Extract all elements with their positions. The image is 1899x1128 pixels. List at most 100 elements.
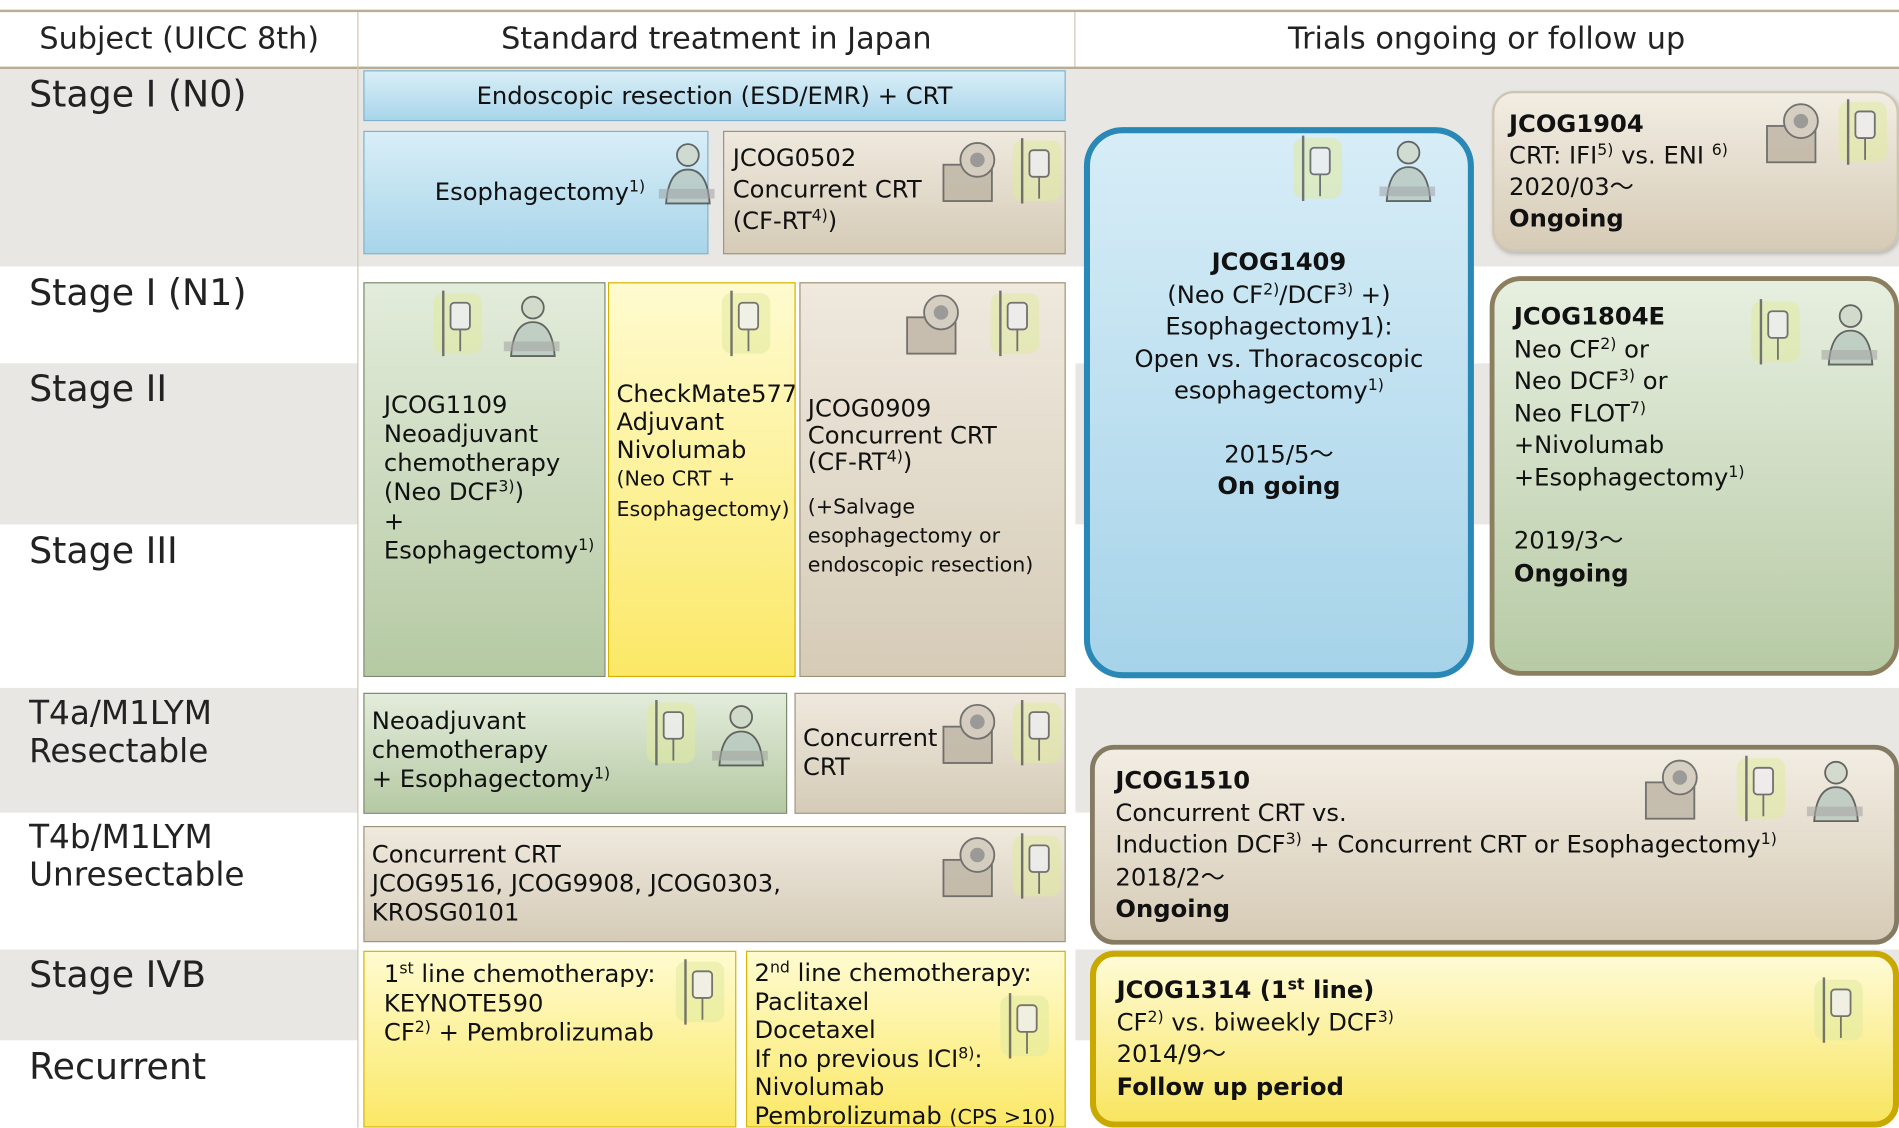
text-line: (+Salvage xyxy=(808,492,1065,521)
text: Esophagectomy xyxy=(383,535,579,565)
text: CheckMate577 xyxy=(616,379,796,409)
icon xyxy=(712,705,768,767)
text: 2014/9～ xyxy=(1116,1039,1227,1069)
text-line: Esophagectomy) xyxy=(616,494,794,524)
icon xyxy=(433,290,483,357)
text-line: 1st line chemotherapy: xyxy=(384,959,735,988)
treatment-box: JCOG0502 Concurrent CRT (CF-RT4)) xyxy=(723,130,1066,255)
paragraph: Esophagectomy1) xyxy=(435,177,707,207)
text: /DCF xyxy=(1279,279,1337,309)
stage-label: Stage I (N1) xyxy=(29,275,246,313)
text-line: Neo CF2) or xyxy=(1514,332,1894,364)
paragraph: JCOG1904 CRT: IFI5) vs. ENI 6) 2020/03～ Ong… xyxy=(1509,108,1897,234)
text: JCOG0909 xyxy=(807,393,932,423)
bold-text: JCOG1510 xyxy=(1115,765,1251,795)
text-line: JCOG1904 xyxy=(1509,108,1897,139)
text-line: endoscopic resection) xyxy=(808,550,1065,579)
icon xyxy=(942,703,996,764)
superscript: nd xyxy=(769,959,790,978)
superscript: 1) xyxy=(628,178,646,197)
superscript: 3) xyxy=(1618,366,1636,386)
text-line: Adjuvant xyxy=(616,408,794,436)
text-line: JCOG9516, JCOG9908, JCOG0303, xyxy=(372,868,1065,897)
text-line: Endoscopic resection (ESD/EMR) + CRT xyxy=(365,81,1065,111)
icon xyxy=(658,143,715,205)
icon xyxy=(942,142,996,202)
text: Neo DCF xyxy=(1513,365,1619,395)
top-rule xyxy=(0,9,1899,13)
text-line: CRT: IFI5) vs. ENI 6) xyxy=(1509,139,1897,170)
text: JCOG0502 xyxy=(732,142,857,172)
text-line: 2019/3～ xyxy=(1514,524,1894,556)
paragraph: Neoadjuvant chemotherapy + Esophagectomy1) xyxy=(372,706,786,793)
treatment-box: Esophagectomy1) xyxy=(363,130,709,255)
paragraph: JCOG0502 Concurrent CRT (CF-RT4)) xyxy=(733,142,1065,236)
text: Adjuvant xyxy=(616,406,725,436)
paragraph: JCOG1409 (Neo CF2)/DCF3) +) Esophagectomy1… xyxy=(1090,246,1468,406)
text-line: Concurrent CRT xyxy=(733,173,1065,204)
icon xyxy=(990,290,1040,357)
text: + Pembrolizumab xyxy=(430,1017,654,1047)
treatment-box: 1st line chemotherapy: KEYNOTE590 CF2) + P… xyxy=(363,950,737,1128)
text: Neo FLOT xyxy=(1513,397,1630,427)
icon xyxy=(906,294,959,355)
icon xyxy=(1012,700,1061,766)
text: or xyxy=(1616,333,1649,363)
text: 2 xyxy=(754,957,770,988)
text-line: + xyxy=(384,506,604,535)
text: CF xyxy=(383,1017,415,1047)
text: JCOG1109 xyxy=(383,389,508,420)
text-line: +Nivolumab xyxy=(1514,429,1894,461)
paragraph: 1st line chemotherapy: KEYNOTE590 CF2) + P… xyxy=(384,959,735,1046)
superscript: 2) xyxy=(1147,1008,1164,1027)
bold-text: JCOG1409 xyxy=(1211,247,1347,277)
superscript: 3) xyxy=(1377,1008,1394,1027)
text: Esophagectomy1): xyxy=(1165,311,1393,341)
text-line: 2018/2～ xyxy=(1115,860,1894,892)
bold-text: Ongoing xyxy=(1509,203,1624,233)
text-line: Follow up period xyxy=(1117,1070,1893,1102)
bold-text: Ongoing xyxy=(1513,557,1629,587)
superscript: 1) xyxy=(1367,376,1384,395)
text-line: +Esophagectomy1) xyxy=(1514,461,1894,493)
treatment-box: JCOG1510 Concurrent CRT vs. Induction DCF3… xyxy=(1089,744,1899,945)
superscript: 2) xyxy=(414,1018,431,1037)
stage-label: Stage II xyxy=(29,371,167,409)
text: (Neo DCF xyxy=(383,477,499,507)
text-line: KEYNOTE590 xyxy=(384,988,735,1017)
superscript: 1) xyxy=(593,765,611,784)
text-line: Ongoing xyxy=(1514,557,1894,589)
text-line: Induction DCF3) + Concurrent CRT or Esop… xyxy=(1115,828,1894,860)
text-line: JCOG1109 xyxy=(384,390,604,419)
text-line: Pembrolizumab (CPS >10) xyxy=(755,1101,1065,1127)
superscript: 2) xyxy=(1263,280,1280,299)
superscript: 4) xyxy=(886,448,903,467)
text: ) xyxy=(902,446,913,476)
text-line: 2015/5～ xyxy=(1090,438,1468,470)
text-line: JCOG1804E xyxy=(1514,300,1894,332)
text-line: Open vs. Thoracoscopic xyxy=(1090,342,1468,374)
icon xyxy=(675,959,725,1025)
text: Concurrent CRT vs. xyxy=(1115,797,1347,827)
text: KEYNOTE590 xyxy=(383,988,544,1018)
icon xyxy=(1644,759,1698,820)
text: (Neo CF xyxy=(1167,279,1264,309)
text-line: CheckMate577 xyxy=(616,380,794,408)
icon xyxy=(1012,833,1061,899)
text-line: (CF-RT4)) xyxy=(733,205,1065,236)
text-line: Ongoing xyxy=(1115,893,1894,925)
text: 2019/3～ xyxy=(1513,525,1624,555)
text-line: esophagectomy or xyxy=(808,521,1065,550)
header-cell: Standard treatment in Japan xyxy=(501,20,932,56)
text-line: + Esophagectomy1) xyxy=(372,764,786,793)
treatment-box: JCOG1314 (1st line) CF2) vs. biweekly DCF… xyxy=(1089,950,1899,1128)
bold-text: JCOG1314 (1 xyxy=(1116,974,1288,1005)
text: Concurrent CRT xyxy=(732,174,922,204)
bold-text: JCOG1804E xyxy=(1513,301,1666,331)
small-text: (Neo CRT + xyxy=(616,467,736,492)
paragraph: 2019/3～ Ongoing xyxy=(1514,524,1894,588)
text: (CF-RT xyxy=(807,446,887,476)
stage-label-line: Stage III xyxy=(29,530,178,573)
